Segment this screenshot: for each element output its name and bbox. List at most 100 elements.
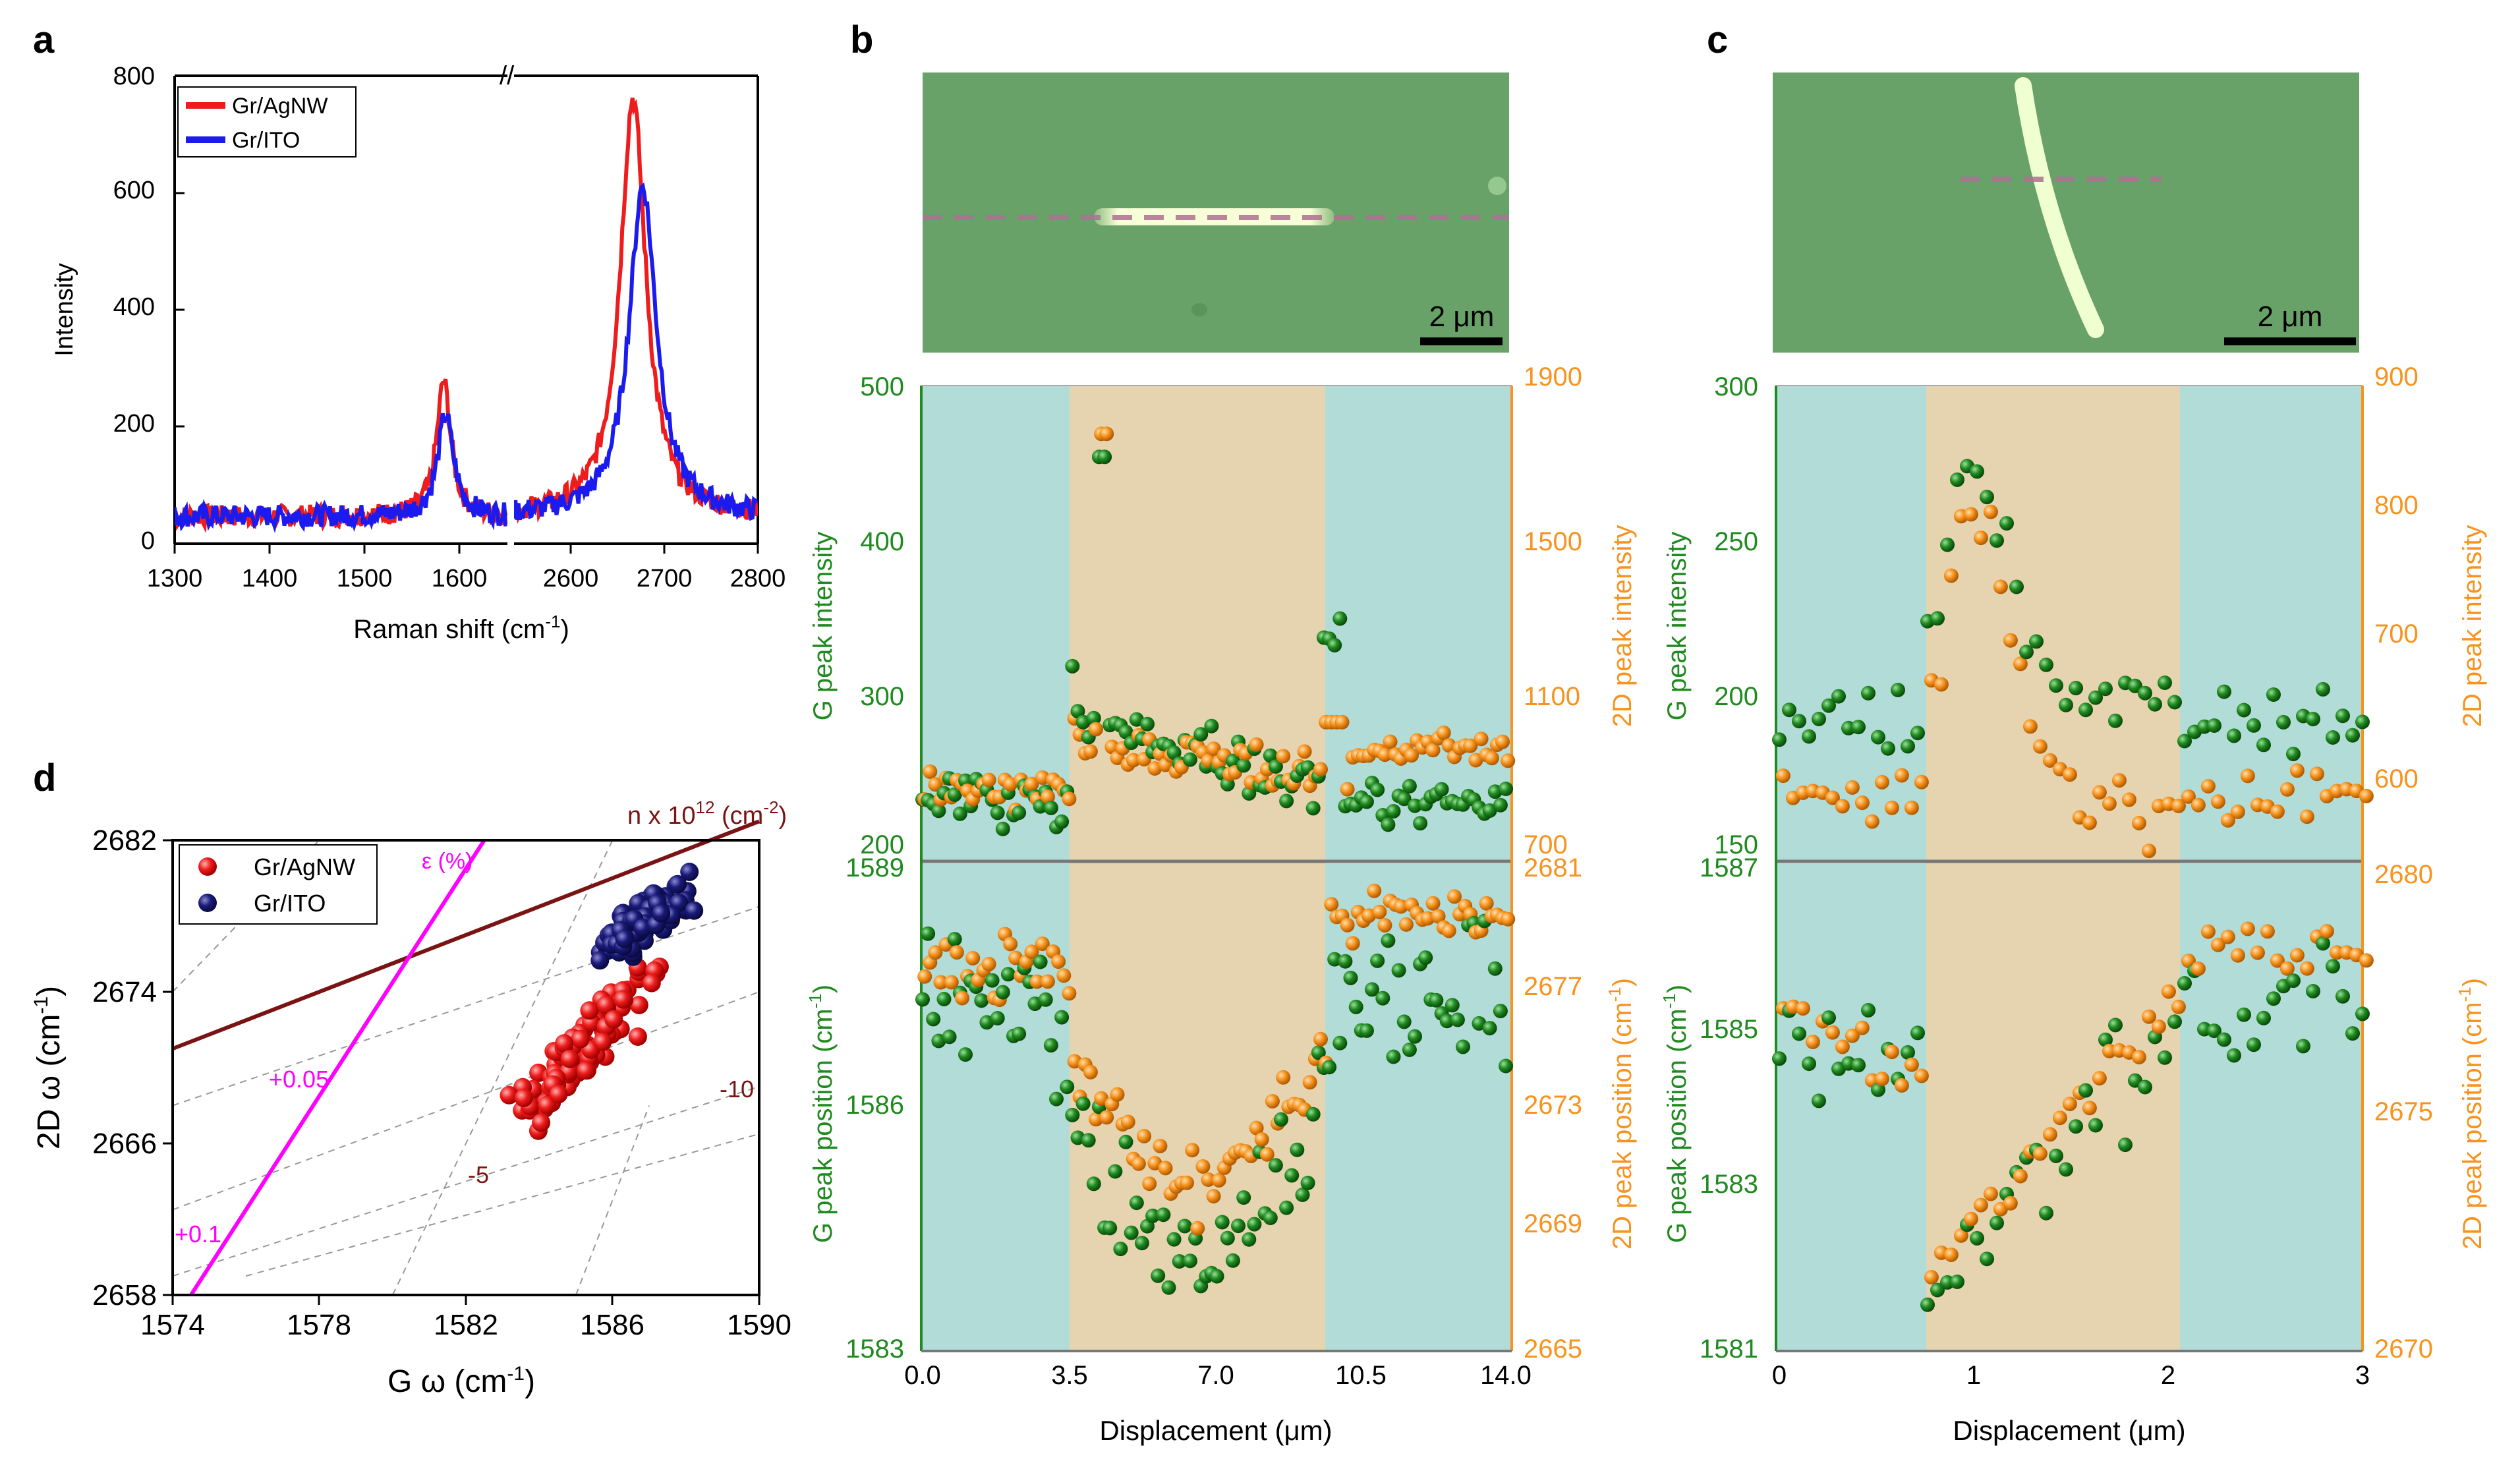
series-gr-ito-left [175, 413, 507, 534]
2d-position-point [1035, 936, 1050, 952]
2d-intensity-point [2022, 719, 2038, 734]
ytick: 1587 [1700, 853, 1758, 882]
2d-intensity-point [923, 764, 938, 779]
g-position-point [1129, 1195, 1144, 1211]
g-intensity-point [2138, 685, 2152, 701]
ytick: 1900 [1524, 362, 1582, 391]
g-intensity-point [2019, 645, 2034, 660]
2d-intensity-point [1874, 774, 1889, 790]
g-intensity-point [1183, 752, 1197, 767]
nanowire [2015, 77, 2104, 338]
g-position-point [1161, 1280, 1176, 1295]
strain-line [189, 839, 486, 1296]
2d-position-point [1367, 883, 1382, 898]
2d-intensity-point [1904, 800, 1919, 815]
g-intensity-point [1166, 745, 1182, 761]
g-position-point [1247, 1217, 1262, 1232]
g-intensity-point [1268, 759, 1283, 774]
g-position-point [2335, 989, 2350, 1004]
g-intensity-point [1054, 814, 1070, 829]
g-position-point [2158, 1050, 2172, 1065]
g-position-point [1156, 1207, 1171, 1222]
g-position-point [1012, 1026, 1027, 1041]
2d-position-point [1131, 1156, 1146, 1171]
g-intensity-point [1065, 658, 1080, 674]
g-position-point [1487, 961, 1503, 976]
panel-d: d 1574 1578 1582 1586 1590 2658 2666 267… [30, 757, 791, 1399]
2d-intensity-point [1501, 753, 1516, 768]
g-position-point [1000, 967, 1016, 982]
xtick: 10.5 [1335, 1361, 1387, 1390]
2d-intensity-point [1495, 734, 1510, 749]
2d-intensity-point [1468, 753, 1483, 768]
2d-position-point [1062, 986, 1077, 1001]
g-position-point [1901, 1045, 1915, 1060]
gr-ito-point [615, 929, 634, 948]
g-intensity-point [2098, 681, 2113, 697]
2d-intensity-point [1206, 741, 1221, 757]
g-intensity-point [2049, 678, 2063, 693]
g-position-point [1038, 992, 1053, 1007]
panel-d-points [500, 863, 704, 1140]
g-intensity-point [1359, 794, 1374, 809]
2d-intensity-point [1404, 748, 1419, 763]
2d-position-point [1953, 1228, 1968, 1243]
ytick: 2674 [92, 976, 157, 1008]
2d-position-point [1190, 1221, 1205, 1236]
g-position-point [2296, 1039, 2310, 1054]
panel-b-left-ticks: 200 300 400 500 1583 1586 1589 [845, 372, 904, 1364]
g-intensity-point [1236, 758, 1251, 773]
2d-position-point [2260, 924, 2275, 939]
g-position-point [1177, 1219, 1192, 1234]
2d-intensity-point [1276, 749, 1291, 764]
g-intensity-point [1370, 782, 1385, 797]
panel-a-series [175, 98, 758, 534]
g-position-point [1812, 1093, 1826, 1108]
gr-agnw-point [596, 995, 616, 1014]
2d-position-point [1083, 1064, 1098, 1079]
g-intensity-point [1396, 791, 1412, 807]
g-intensity-point [1279, 793, 1294, 809]
2d-position-point [1040, 974, 1055, 989]
panel-a-legend: Gr/AgNW Gr/ITO [177, 86, 357, 158]
2d-intensity-point [1083, 744, 1098, 759]
2d-intensity-point [1334, 714, 1350, 730]
g-position-point [1493, 1004, 1508, 1019]
g-position-point [1054, 1010, 1070, 1025]
g-position-point [1348, 999, 1363, 1014]
g-position-point [2286, 973, 2301, 989]
g-intensity-point [2088, 690, 2103, 705]
g-position-point [995, 985, 1010, 1000]
2d-intensity-point [2309, 766, 2324, 782]
g-position-point [1305, 1107, 1321, 1122]
2d-position-point [1805, 1035, 1820, 1049]
g-intensity-point [1910, 726, 1925, 741]
g-intensity-point [2247, 718, 2261, 733]
2d-position-point [1276, 1070, 1291, 1085]
2d-intensity-point [2111, 773, 2127, 788]
g-intensity-point [2029, 634, 2044, 649]
2d-intensity-point [2013, 656, 2028, 672]
ytick: 2680 [2374, 860, 2433, 889]
2d-position-point [2250, 945, 2265, 960]
panel-d-xlabel: G ω (cm-1) [387, 1363, 535, 1399]
g-intensity-point [1950, 472, 1964, 487]
2d-position-point [1153, 1138, 1168, 1153]
g-position-point [2355, 1006, 2370, 1021]
g-position-point [2039, 1205, 2053, 1221]
gr-agnw-point [628, 1027, 647, 1046]
2d-intensity-point [2092, 785, 2107, 800]
g-position-point [2217, 1032, 2231, 1047]
panel-b-top-points [915, 426, 1516, 836]
g-position-point [1225, 1253, 1240, 1268]
g-intensity-point [1970, 464, 1984, 479]
2d-intensity-point [1854, 795, 1870, 811]
2d-position-point [1094, 1091, 1109, 1106]
2d-position-point [1795, 1001, 1810, 1016]
xtick: 1590 [727, 1309, 791, 1341]
2d-intensity-point [1474, 732, 1489, 747]
2d-position-point [1265, 1094, 1280, 1108]
gr-agnw-point [577, 1061, 596, 1080]
g-position-point [985, 973, 1000, 988]
2d-position-point [1904, 1057, 1919, 1072]
